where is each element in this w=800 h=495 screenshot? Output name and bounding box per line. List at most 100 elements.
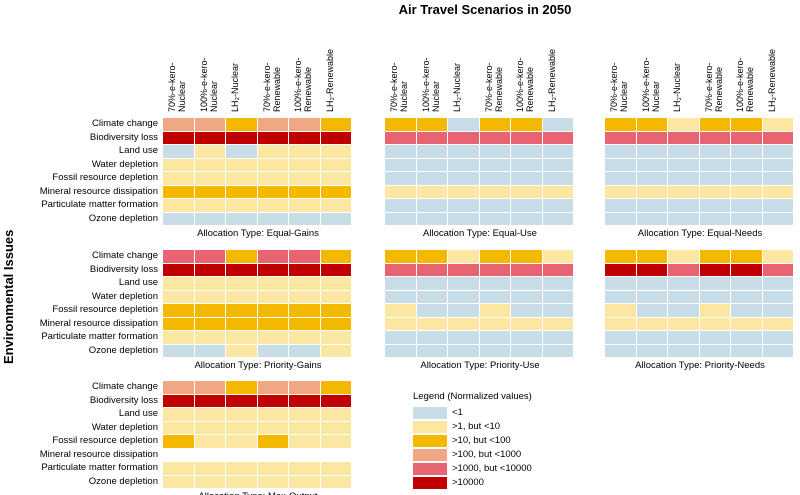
heatmap-cell [320,185,352,199]
heatmap-cell [448,145,480,159]
row-label: Fossil resource depletion [52,172,158,183]
heatmap-cell [257,448,289,462]
heatmap-cell [416,344,448,358]
heatmap-cell [511,277,543,291]
heatmap-cell [163,212,195,226]
heatmap-cell [289,448,321,462]
heatmap-cell [320,290,352,304]
heatmap-cell [289,421,321,435]
heatmap-cell [762,145,794,159]
heatmap-cell [226,131,258,145]
heatmap-cell [448,172,480,186]
heatmap-cell [320,408,352,422]
heatmap-cell [257,145,289,159]
heatmap-cell [385,199,417,213]
heatmap-cell [194,381,226,395]
row-label: Water depletion [91,290,158,302]
heatmap-cell [511,145,543,159]
heatmap-cell [416,304,448,318]
heatmap-cell [416,145,448,159]
heatmap-cell [257,277,289,291]
row-label: Particulate matter formation [41,199,158,210]
heatmap-cell [163,331,195,345]
heatmap-cell [699,250,731,264]
heatmap-cell [226,462,258,476]
heatmap-cell [636,250,668,264]
heatmap-cell [194,158,226,172]
legend-swatch-3 [413,435,447,447]
heatmap-cell [542,199,574,213]
heatmap-cell [542,263,574,277]
heatmap-cell [511,331,543,345]
heatmap-cell [163,344,195,358]
heatmap-cell [289,435,321,449]
heatmap-cell [194,131,226,145]
heatmap-cell [257,118,289,132]
heatmap-cell [289,212,321,226]
heatmap-cell [416,131,448,145]
heatmap-cell [226,475,258,489]
column-label: LH₂-Nuclear [672,62,682,112]
heatmap-cell [226,277,258,291]
heatmap-cell [226,145,258,159]
heatmap-cell [385,212,417,226]
heatmap-cell [479,277,511,291]
heatmap-cell [416,263,448,277]
heatmap-cell [636,199,668,213]
heatmap-cell [226,304,258,318]
column-label: LH₂-Nuclear [452,62,462,112]
panel-title: Allocation Type: Equal-Needs [637,228,763,239]
heatmap-cell [194,462,226,476]
heatmap-cell [226,212,258,226]
heatmap-cell [511,172,543,186]
column-label: LH₂-Nuclear [230,62,240,112]
heatmap-cell [257,212,289,226]
heatmap-cell [289,462,321,476]
heatmap-cell [668,212,700,226]
legend-label-3: >10, but <100 [452,435,511,446]
heatmap-cell [226,408,258,422]
heatmap-cell [416,199,448,213]
heatmap-cell [320,381,352,395]
panel-title: Allocation Type: Priority-Use [420,360,540,371]
heatmap-cell [731,145,763,159]
heatmap-cell [257,381,289,395]
heatmap-cell [226,172,258,186]
column-label: 100%-e-kero- Nuclear [198,57,219,112]
heatmap-cell [194,212,226,226]
heatmap-cell [668,344,700,358]
heatmap-cell [320,158,352,172]
heatmap-cell [605,304,637,318]
heatmap-cell [226,344,258,358]
heatmap-cell [257,344,289,358]
heatmap-cell [762,118,794,132]
heatmap-cell [479,185,511,199]
heatmap-cell [385,131,417,145]
heatmap-cell [257,462,289,476]
heatmap-cell [163,199,195,213]
heatmap-cell [668,199,700,213]
heatmap-cell [257,250,289,264]
heatmap-cell [163,158,195,172]
column-label: 70%-e-kero- Nuclear [609,62,629,112]
heatmap-cell [668,118,700,132]
heatmap-cell [448,263,480,277]
heatmap-cell [668,304,700,318]
heatmap-cell [320,212,352,226]
heatmap-cell [699,172,731,186]
heatmap-cell [289,381,321,395]
heatmap-cell [385,290,417,304]
heatmap-cell [605,290,637,304]
heatmap-cell [194,199,226,213]
heatmap-cell [257,331,289,345]
heatmap-cell [542,145,574,159]
heatmap-cell [289,118,321,132]
legend-title: Legend (Normalized values) [413,391,532,402]
heatmap-cell [479,199,511,213]
heatmap-cell [194,172,226,186]
heatmap-cell [479,290,511,304]
heatmap-cell [289,408,321,422]
legend-swatch-1 [413,407,447,419]
heatmap-cell [194,277,226,291]
